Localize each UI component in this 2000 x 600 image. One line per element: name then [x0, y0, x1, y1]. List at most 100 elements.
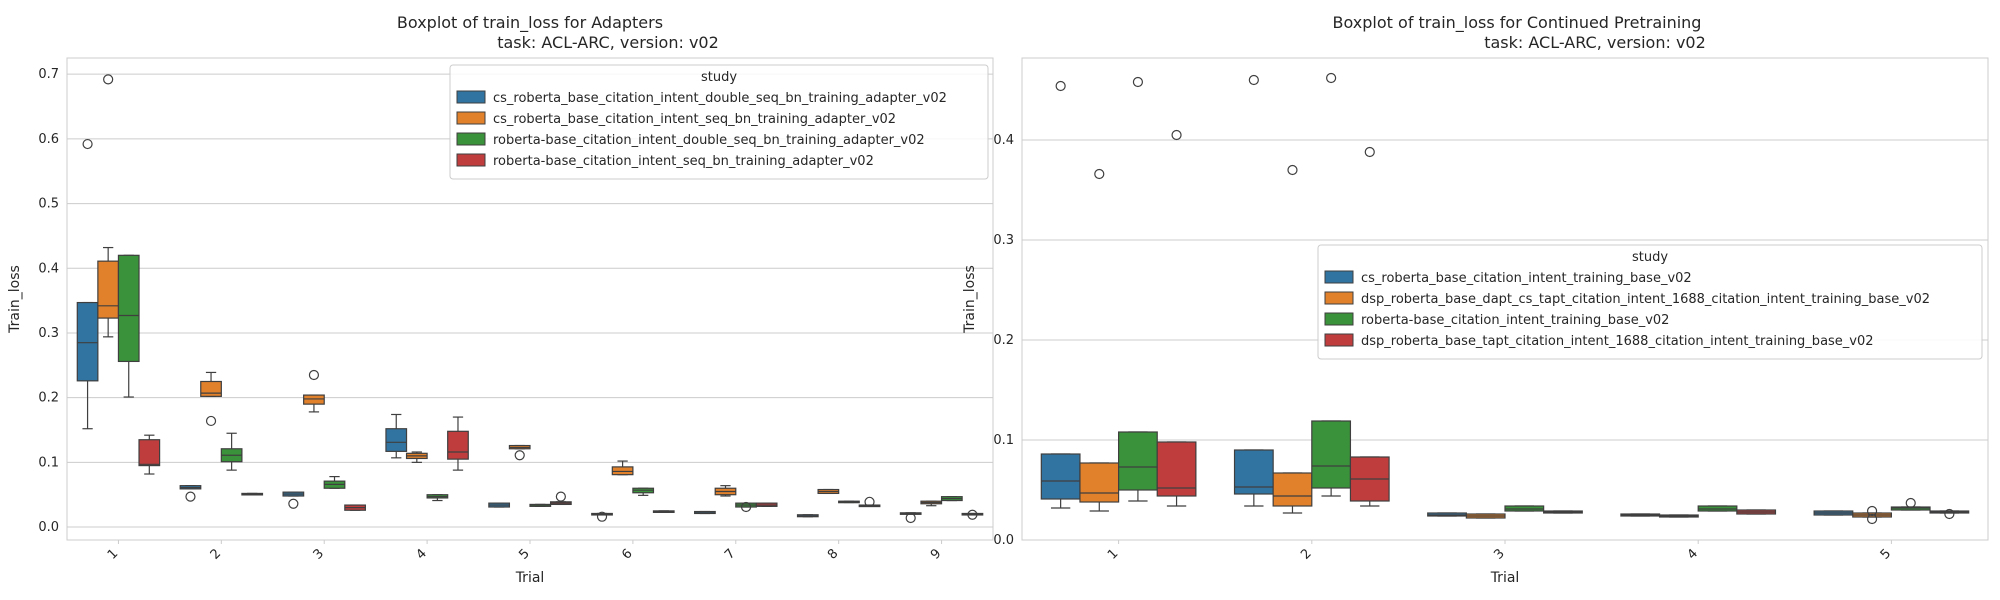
box-2-3	[1311, 72, 1352, 497]
legend: study cs_roberta_base_citation_intent_dou…	[449, 64, 989, 180]
box-body	[97, 260, 120, 319]
box-1-1	[1040, 80, 1081, 509]
box-3-2	[1465, 513, 1506, 519]
box-body	[117, 254, 140, 363]
box-5-2	[508, 444, 531, 461]
y-tick-label: 0.6	[38, 132, 59, 147]
box-9-1	[899, 512, 922, 524]
y-tick-label: 0.0	[993, 533, 1014, 548]
x-tick-label: 1	[1105, 546, 1121, 562]
legend-frame	[1317, 244, 1983, 360]
box-1-2	[1079, 168, 1120, 512]
legend-label: dsp_roberta_base_dapt_cs_tapt_citation_i…	[1361, 292, 1930, 307]
box-body	[303, 394, 325, 405]
box-4-2	[405, 451, 428, 463]
box-5-2	[1852, 505, 1893, 525]
box-body	[1079, 462, 1120, 503]
box-6-1	[591, 511, 613, 522]
outlier-point	[1132, 76, 1144, 88]
outlier-point	[1866, 505, 1878, 517]
outlier-point	[205, 415, 217, 427]
outlier-point	[1287, 164, 1298, 176]
x-tick-label: 7	[722, 546, 738, 562]
box-body	[1040, 453, 1081, 500]
box-5-4	[549, 491, 572, 506]
y-tick-label: 0.3	[993, 233, 1014, 248]
outlier-point	[1248, 74, 1259, 86]
legend-label: cs_roberta_base_citation_intent_training…	[1361, 271, 1692, 286]
x-tick-label: 5	[516, 546, 532, 562]
box-4-1	[385, 413, 408, 459]
legend-swatch	[456, 132, 486, 146]
box-6-3	[632, 487, 655, 496]
legend-label: cs_roberta_base_citation_intent_double_s…	[493, 91, 947, 106]
box-body	[1272, 472, 1313, 507]
x-tick-label: 4	[413, 546, 429, 562]
chart-title: Boxplot of train_loss for Continued Pret…	[1333, 13, 1702, 33]
chart-2: Boxplot of train_loss for Continued Pret…	[962, 13, 1989, 586]
chart-title: Boxplot of train_loss for Adapters	[397, 13, 663, 33]
box-body	[1156, 441, 1197, 497]
outlier-point	[1905, 497, 1916, 509]
x-tick-label: 2	[208, 546, 224, 562]
box-7-3	[735, 501, 757, 513]
y-tick-label: 0.7	[38, 67, 59, 82]
box-1-4	[1156, 129, 1197, 507]
box-4-3	[426, 494, 449, 502]
legend-label: roberta-base_citation_intent_training_ba…	[1361, 313, 1669, 328]
outlier-point	[514, 450, 525, 461]
outlier-point	[905, 512, 916, 524]
legend-swatch	[456, 90, 486, 104]
legend-label: roberta-base_citation_intent_seq_bn_trai…	[493, 154, 874, 169]
box-body	[611, 466, 634, 476]
legend-swatch	[1324, 312, 1354, 326]
outlier-point	[1094, 168, 1105, 180]
box-2-1	[179, 485, 202, 502]
box-8-3	[838, 500, 860, 504]
outlier-point	[596, 511, 608, 522]
x-tick-label: 5	[1878, 546, 1894, 562]
outlier-point	[103, 74, 114, 85]
outlier-point	[1944, 508, 1955, 520]
box-3-3	[323, 475, 346, 489]
box-4-2	[1658, 514, 1699, 518]
outlier-point	[82, 138, 93, 150]
box-7-1	[694, 510, 716, 515]
box-5-3	[529, 503, 552, 507]
legend-swatch	[1324, 291, 1354, 305]
x-tick-label: 3	[1491, 546, 1507, 562]
box-5-1	[1813, 510, 1854, 516]
box-body	[200, 380, 222, 397]
box-body	[138, 439, 161, 467]
box-1-2	[97, 74, 120, 338]
box-3-1	[1427, 512, 1467, 517]
outlier-point	[555, 491, 566, 502]
x-tick-label: 3	[311, 546, 327, 562]
box-2-3	[220, 432, 243, 471]
box-body	[76, 301, 99, 382]
box-body	[447, 430, 469, 460]
y-axis-label: Train_loss	[962, 265, 978, 334]
box-3-1	[282, 491, 305, 509]
legend-label: cs_roberta_base_citation_intent_seq_bn_t…	[493, 112, 896, 127]
box-1-4	[138, 434, 161, 475]
box-3-4	[344, 504, 366, 511]
box-1-3	[1117, 76, 1158, 502]
box-body	[1117, 431, 1158, 491]
box-8-2	[817, 488, 840, 495]
box-2-2	[200, 371, 222, 427]
legend-title: study	[1632, 250, 1668, 265]
x-tick-label: 8	[825, 546, 841, 562]
chart-subtitle: task: ACL-ARC, version: v02	[1484, 33, 1706, 52]
box-5-4	[1929, 508, 1970, 520]
box-2-4	[241, 492, 264, 496]
legend-swatch	[1324, 333, 1354, 347]
legend-swatch	[456, 153, 486, 167]
outlier-point	[1055, 80, 1066, 92]
y-tick-label: 0.0	[38, 520, 59, 535]
outlier-point	[288, 498, 299, 509]
box-8-1	[796, 514, 819, 518]
y-tick-label: 0.5	[38, 197, 59, 212]
y-tick-label: 0.2	[38, 391, 59, 406]
legend-swatch	[1324, 270, 1354, 284]
